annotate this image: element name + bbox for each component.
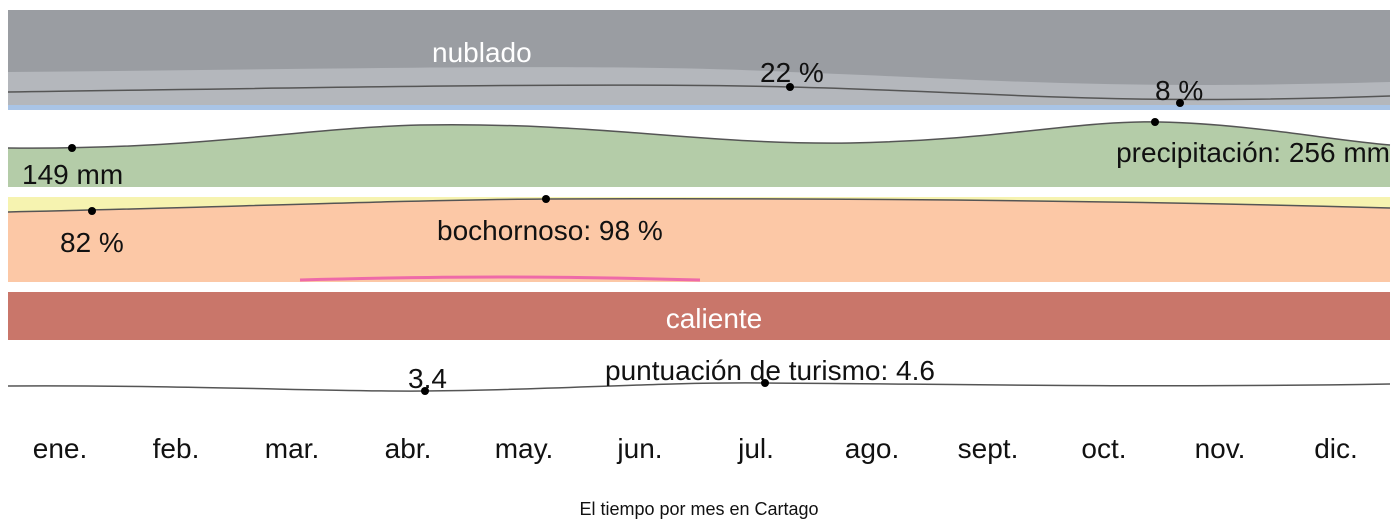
month-label: ago. — [845, 433, 900, 464]
month-label: jul. — [737, 433, 774, 464]
caption: El tiempo por mes en Cartago — [579, 499, 818, 519]
cloud-label: nublado — [432, 37, 532, 68]
month-label: sept. — [958, 433, 1019, 464]
month-label: jun. — [616, 433, 662, 464]
month-labels: ene. feb. mar. abr. may. jun. jul. ago. sept. oct… — [33, 433, 1358, 464]
precipitation-dot — [68, 144, 76, 152]
cloud-min: 22 % — [760, 57, 824, 88]
month-label: feb. — [153, 433, 200, 464]
muggy-dot — [542, 195, 550, 203]
cloud-max: 8 % — [1155, 75, 1203, 106]
muggy-label: bochornoso: 98 % — [437, 215, 663, 246]
month-label: ene. — [33, 433, 88, 464]
precipitation-line — [7, 121, 1391, 149]
month-label: abr. — [385, 433, 432, 464]
cloud-line — [7, 84, 1391, 101]
cloud-dot — [786, 83, 794, 91]
oppressive-line — [299, 275, 701, 282]
tourism-dot — [761, 379, 769, 387]
tourism-line — [7, 382, 1391, 392]
month-label: dic. — [1314, 433, 1358, 464]
temperature-band — [8, 292, 1390, 340]
month-label: may. — [495, 433, 554, 464]
muggy-line — [7, 198, 1391, 213]
clear-band — [8, 105, 1390, 110]
precipitation-band — [8, 121, 1390, 187]
muggy-min: 82 % — [60, 227, 124, 258]
precipitation-label: precipitación: 256 mm — [1116, 137, 1390, 168]
cloud-dot — [1176, 99, 1184, 107]
tourism-label: puntuación de turismo: 4.6 — [605, 355, 935, 386]
muggy-band — [8, 198, 1390, 282]
muggy-dot — [88, 207, 96, 215]
month-label: mar. — [265, 433, 319, 464]
tourism-dot — [421, 387, 429, 395]
cloud-band-light — [8, 67, 1390, 110]
month-label: nov. — [1195, 433, 1246, 464]
month-label: oct. — [1081, 433, 1126, 464]
precipitation-min: 149 mm — [22, 159, 123, 190]
precipitation-dot — [1151, 118, 1159, 126]
temperature-label: caliente — [666, 303, 763, 334]
tourism-min: 3.4 — [408, 363, 447, 394]
